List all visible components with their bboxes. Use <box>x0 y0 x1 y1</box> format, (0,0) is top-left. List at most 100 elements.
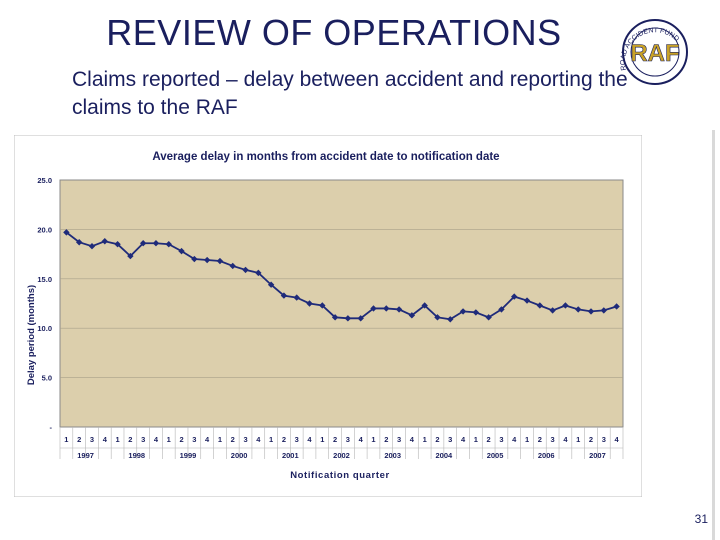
data-point <box>562 302 569 309</box>
data-point <box>587 308 595 315</box>
x-tick-label: 3 <box>90 435 94 444</box>
data-point <box>127 252 134 260</box>
x-tick-label: 3 <box>141 435 145 444</box>
x-tick-label: 2 <box>589 435 593 444</box>
x-tick-label: 2 <box>231 435 235 444</box>
plot-area <box>59 179 624 428</box>
x-tick-label: 4 <box>359 435 364 444</box>
x-tick-label: 4 <box>307 435 312 444</box>
x-tick-label: 2 <box>384 435 388 444</box>
x-year-label: 1997 <box>77 451 94 460</box>
logo-text: RAF <box>630 40 679 67</box>
data-point <box>383 305 390 312</box>
decorative-bar <box>712 130 715 540</box>
x-year-label: 1999 <box>180 451 197 460</box>
x-tick-label: 3 <box>448 435 452 444</box>
data-point <box>203 256 211 264</box>
x-axis-label: Notification quarter <box>290 470 390 481</box>
x-tick-label: 2 <box>77 435 81 444</box>
data-point <box>357 315 364 322</box>
x-tick-label: 3 <box>192 435 196 444</box>
x-year-label: 2004 <box>436 451 454 460</box>
x-tick-label: 2 <box>538 435 542 444</box>
chart-title: Average delay in months from accident da… <box>152 151 499 163</box>
x-tick-label: 1 <box>576 435 580 444</box>
x-tick-label: 1 <box>525 435 529 444</box>
x-tick-label: 4 <box>512 435 517 444</box>
slide-subtitle: Claims reported – delay between accident… <box>72 68 628 119</box>
y-tick-label: 15.0 <box>37 275 52 284</box>
x-tick-label: 1 <box>269 435 273 444</box>
data-point <box>447 316 454 323</box>
data-point <box>370 305 377 312</box>
y-tick-label: 10.0 <box>37 324 52 333</box>
data-point <box>306 300 313 307</box>
data-point <box>242 266 249 274</box>
data-point <box>613 303 620 310</box>
data-point <box>344 315 352 322</box>
data-point <box>498 306 505 313</box>
series-delay <box>63 229 620 323</box>
x-tick-label: 1 <box>320 435 324 444</box>
data-point <box>229 262 236 270</box>
x-tick-label: 1 <box>115 435 119 444</box>
x-tick-label: 2 <box>179 435 183 444</box>
data-point <box>88 242 96 250</box>
data-point <box>549 307 556 314</box>
y-axis-label: Delay period (months) <box>26 285 37 385</box>
x-tick-label: 4 <box>103 435 108 444</box>
x-year-label: 2000 <box>231 451 248 460</box>
x-tick-label: 3 <box>295 435 299 444</box>
x-tick-label: 4 <box>256 435 261 444</box>
x-tick-label: 2 <box>487 435 491 444</box>
y-tick-label: 5.0 <box>42 374 52 383</box>
data-point <box>63 229 70 236</box>
x-tick-label: 1 <box>64 435 68 444</box>
x-year-label: 2003 <box>384 451 401 460</box>
raf-logo: ROAD ACCIDENT FUND RAF <box>620 19 688 85</box>
x-tick-label: 4 <box>461 435 466 444</box>
y-tick-label: 25.0 <box>37 176 52 185</box>
x-tick-label: 4 <box>615 435 620 444</box>
x-tick-label: 4 <box>205 435 210 444</box>
x-tick-label: 2 <box>435 435 439 444</box>
data-point <box>152 240 160 247</box>
x-tick-label: 3 <box>346 435 350 444</box>
slide-title: REVIEW OF OPERATIONS <box>106 12 562 53</box>
x-year-label: 2006 <box>538 451 555 460</box>
x-tick-label: 4 <box>563 435 568 444</box>
x-year-label: 2007 <box>589 451 606 460</box>
page-number: 31 <box>694 512 708 526</box>
x-tick-label: 2 <box>282 435 286 444</box>
x-tick-label: 3 <box>243 435 247 444</box>
x-tick-label: 3 <box>499 435 503 444</box>
x-tick-label: 3 <box>397 435 401 444</box>
delay-line-chart: Average delay in months from accident da… <box>14 135 642 497</box>
data-point <box>536 302 544 309</box>
x-year-label: 2005 <box>487 451 504 460</box>
y-tick-label: - <box>50 423 53 432</box>
y-tick-label: 20.0 <box>37 225 52 234</box>
data-point <box>178 247 185 255</box>
data-point <box>395 306 403 313</box>
x-tick-label: 1 <box>423 435 427 444</box>
x-axis-years: 1997 1998 1999 2000 2001 2002 2003 2004 2005 2006… <box>77 451 606 460</box>
data-point <box>191 255 198 263</box>
data-point <box>216 257 224 265</box>
data-point <box>600 307 608 314</box>
x-tick-label: 1 <box>218 435 222 444</box>
y-axis-ticks: - 5.0 10.0 15.0 20.0 25.0 <box>37 176 52 432</box>
x-year-label: 1998 <box>128 451 145 460</box>
x-year-label: 2001 <box>282 451 299 460</box>
data-point <box>459 308 467 315</box>
x-tick-label: 4 <box>410 435 415 444</box>
x-tick-label: 2 <box>333 435 337 444</box>
data-point <box>114 241 121 248</box>
data-point <box>293 294 300 301</box>
x-tick-label: 3 <box>551 435 555 444</box>
data-point <box>255 269 262 277</box>
data-point <box>523 297 531 304</box>
x-year-label: 2002 <box>333 451 350 460</box>
data-point <box>421 302 428 309</box>
